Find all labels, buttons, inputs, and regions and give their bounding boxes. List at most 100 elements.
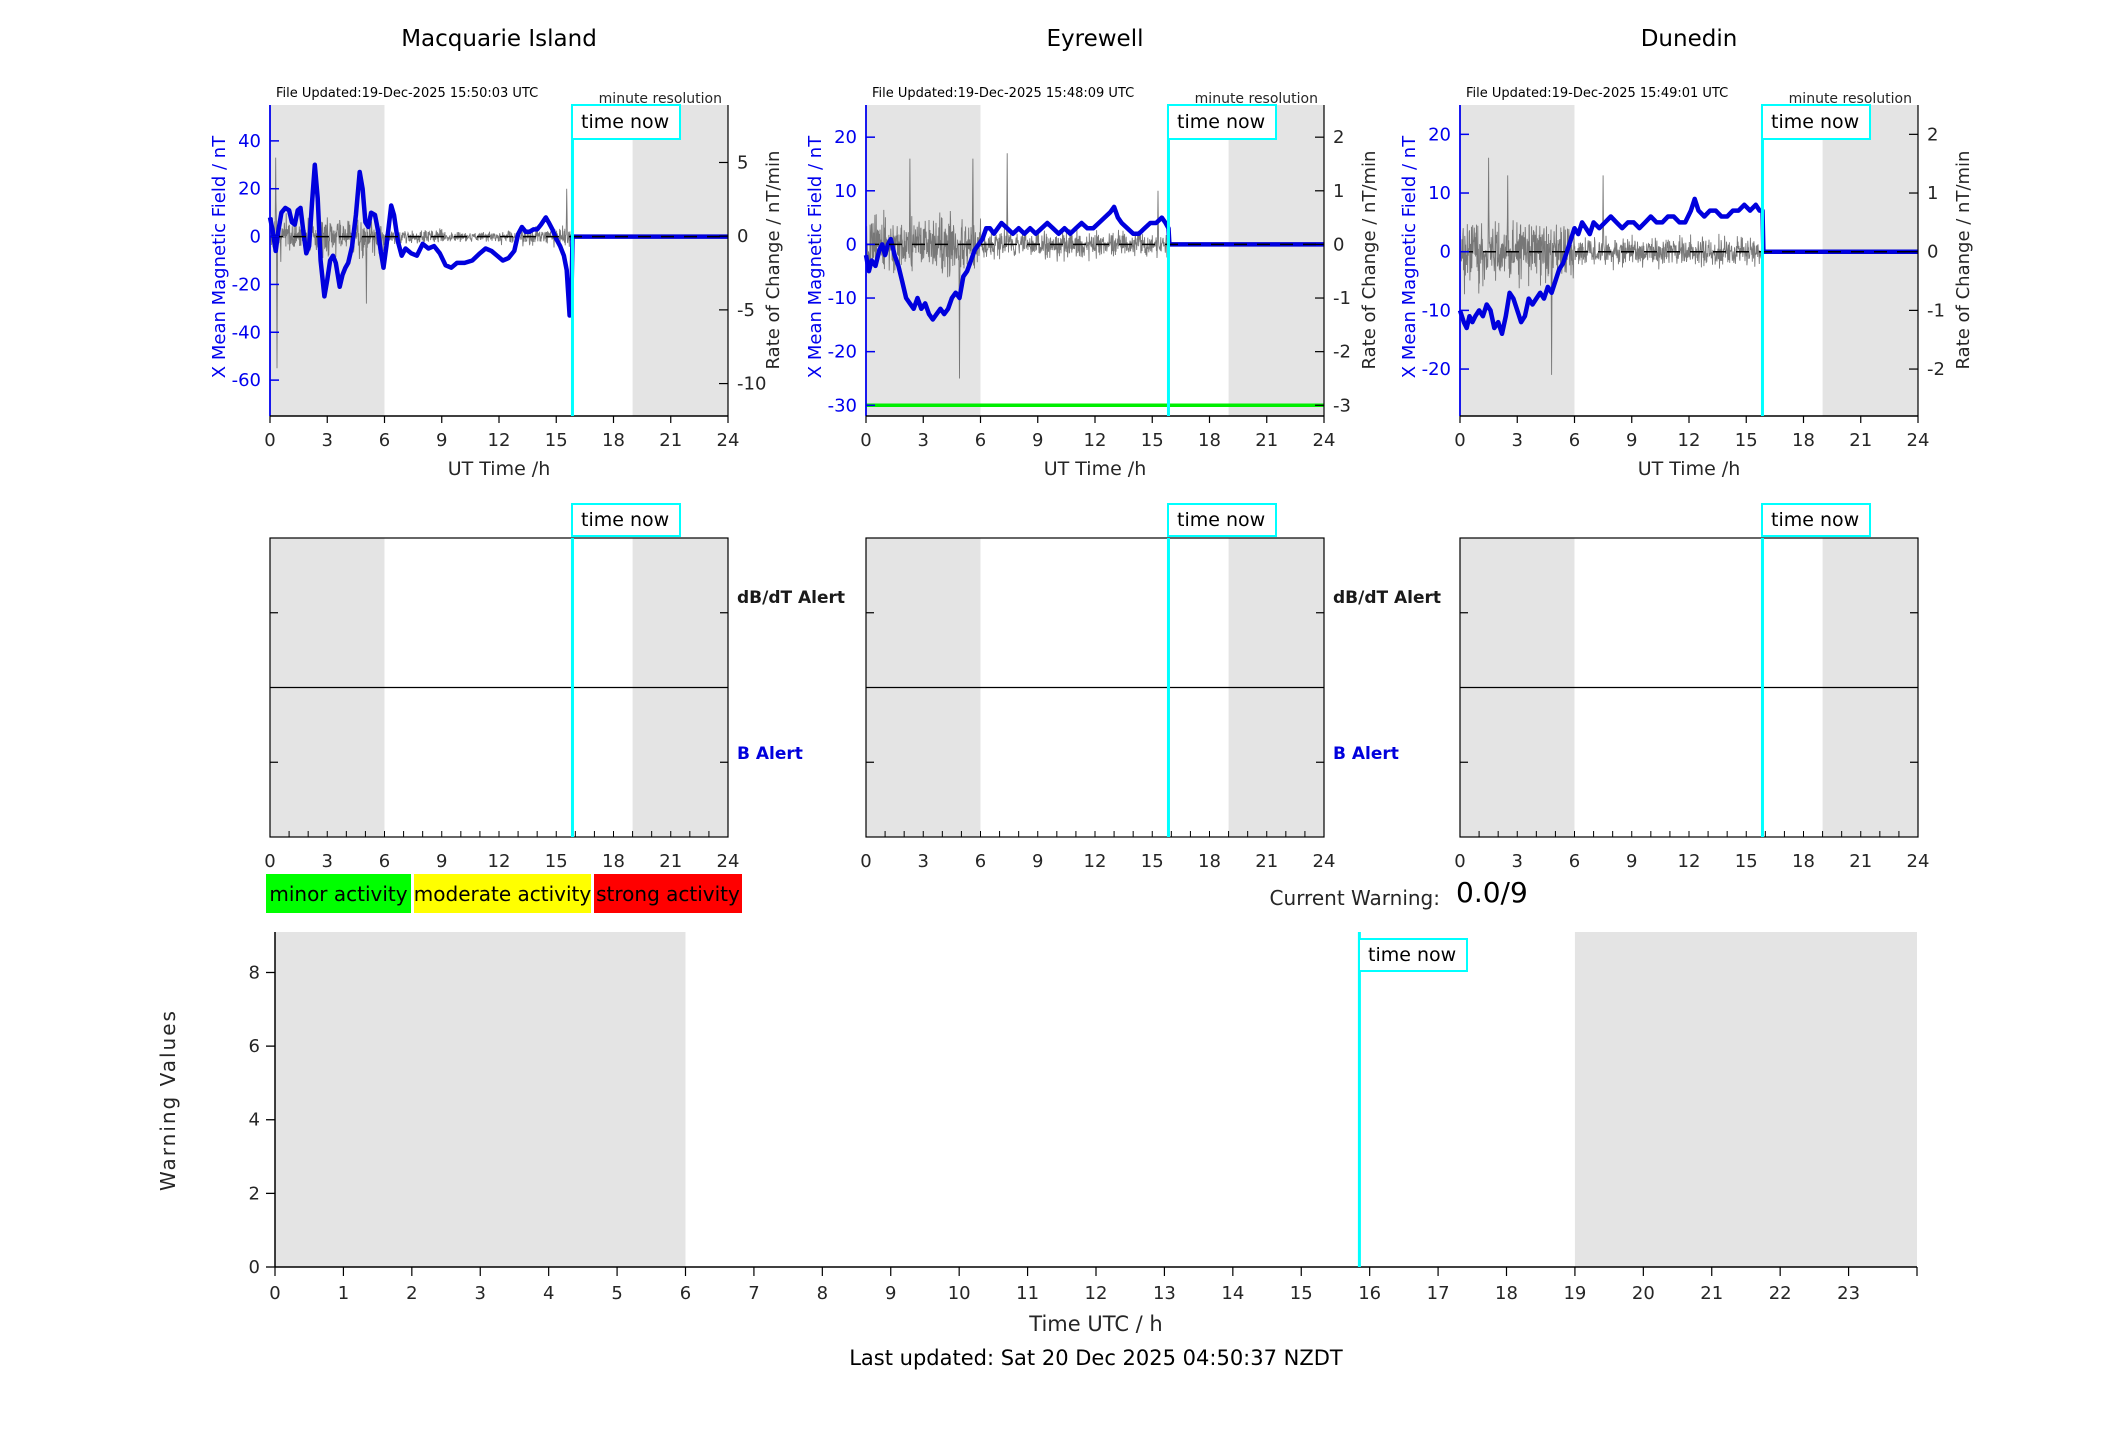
warning-x-tick-label: 9: [885, 1283, 896, 1304]
resolution-label-eyrewell: minute resolution: [1194, 91, 1318, 107]
y-tick-label-left: 20: [238, 179, 261, 200]
rate-of-change-series: [865, 153, 1169, 379]
file-updated-macquarie: File Updated:19-Dec-2025 15:50:03 UTC: [276, 86, 539, 101]
alert-x-tick-label: 0: [860, 851, 871, 872]
alert-x-tick-label: 3: [1512, 851, 1523, 872]
mean-field-series: [267, 162, 728, 318]
alert-x-tick-label: 6: [379, 851, 390, 872]
x-tick-label: 18: [1198, 430, 1221, 451]
warning-x-tick-label: 14: [1221, 1283, 1244, 1304]
y-tick-label-left: 0: [1440, 242, 1451, 263]
warning-y-tick-label: 4: [249, 1110, 260, 1131]
y-tick-label-right: 2: [1333, 127, 1344, 148]
warning-x-tick-label: 20: [1632, 1283, 1655, 1304]
night-band: [866, 105, 981, 416]
x-tick-label: 21: [1255, 430, 1278, 451]
x-tick-label: 15: [1735, 430, 1758, 451]
y-tick-label-left: 20: [1428, 124, 1451, 145]
alert-x-tick-label: 12: [1678, 851, 1701, 872]
alert-x-tick-label: 15: [1141, 851, 1164, 872]
alert-x-tick-label: 6: [975, 851, 986, 872]
alert-x-tick-label: 3: [322, 851, 333, 872]
x-tick-label: 0: [1454, 430, 1465, 451]
alert-x-tick-label: 0: [264, 851, 275, 872]
time-now-box-warning-chart: time now: [1358, 938, 1468, 972]
alert-x-tick-label: 21: [1849, 851, 1872, 872]
alert-x-tick-label: 18: [1792, 851, 1815, 872]
warning-x-tick-label: 23: [1837, 1283, 1860, 1304]
y-tick-label-right: -5: [737, 300, 755, 321]
warning-x-tick-label: 8: [817, 1283, 828, 1304]
x-tick-label: 12: [1678, 430, 1701, 451]
y-tick-label-left: 20: [834, 127, 857, 148]
chart-title-dunedin: Dunedin: [1640, 26, 1738, 52]
y-axis-label-left-eyrewell: X Mean Magnetic Field / nT: [805, 135, 826, 379]
x-tick-label: 21: [1849, 430, 1872, 451]
mean-field-series: [863, 204, 1324, 322]
x-tick-label: 18: [1792, 430, 1815, 451]
x-axis-label-macquarie: UT Time /h: [447, 458, 551, 480]
y-tick-label-right: -1: [1333, 288, 1351, 309]
x-tick-label: 9: [436, 430, 447, 451]
warning-y-tick-label: 2: [249, 1183, 260, 1204]
night-band: [270, 105, 385, 416]
y-axis-label-left-dunedin: X Mean Magnetic Field / nT: [1399, 135, 1420, 379]
resolution-label-dunedin: minute resolution: [1788, 91, 1912, 107]
x-tick-label: 15: [545, 430, 568, 451]
x-tick-label: 6: [1569, 430, 1580, 451]
warning-x-tick-label: 17: [1427, 1283, 1450, 1304]
y-axis-label-right-dunedin: Rate of Change / nT/min: [1953, 150, 1974, 370]
warning-x-tick-label: 19: [1563, 1283, 1586, 1304]
x-tick-label: 3: [322, 430, 333, 451]
time-now-box-alert-dunedin: time now: [1761, 503, 1871, 537]
warning-x-tick-label: 15: [1290, 1283, 1313, 1304]
x-tick-label: 12: [1084, 430, 1107, 451]
warning-x-tick-label: 0: [269, 1283, 280, 1304]
warning-x-tick-label: 10: [948, 1283, 971, 1304]
mean-field-series: [1457, 196, 1918, 337]
alert-x-tick-label: 24: [1907, 851, 1930, 872]
y-tick-label-right: -1: [1927, 300, 1945, 321]
x-axis-label-dunedin: UT Time /h: [1637, 458, 1741, 480]
x-tick-label: 6: [379, 430, 390, 451]
night-band: [632, 105, 728, 416]
x-tick-label: 0: [860, 430, 871, 451]
x-tick-label: 0: [264, 430, 275, 451]
y-tick-label-left: -60: [232, 370, 261, 391]
chart-title-eyrewell: Eyrewell: [1046, 26, 1144, 52]
alert-x-tick-label: 21: [1255, 851, 1278, 872]
warning-x-tick-label: 18: [1495, 1283, 1518, 1304]
x-tick-label: 24: [1313, 430, 1336, 451]
file-updated-eyrewell: File Updated:19-Dec-2025 15:48:09 UTC: [872, 86, 1135, 101]
dbdt-alert-label-1: dB/dT Alert: [737, 588, 846, 608]
x-tick-label: 6: [975, 430, 986, 451]
alert-x-tick-label: 21: [659, 851, 682, 872]
current-warning-value: 0.0/9: [1456, 876, 1528, 909]
warning-x-tick-label: 12: [1085, 1283, 1108, 1304]
y-tick-label-right: -10: [737, 374, 766, 395]
current-warning-label: Current Warning:: [1269, 886, 1440, 910]
warning-values-axis-label: Warning Values: [156, 1009, 180, 1191]
warning-y-tick-label: 8: [249, 962, 260, 983]
rate-of-change-series: [1459, 157, 1763, 375]
warning-y-tick-label: 0: [249, 1257, 260, 1278]
x-tick-label: 3: [1512, 430, 1523, 451]
y-tick-label-right: 1: [1927, 183, 1938, 204]
y-tick-label-left: 40: [238, 131, 261, 152]
x-tick-label: 9: [1032, 430, 1043, 451]
warning-x-tick-label: 11: [1016, 1283, 1039, 1304]
x-tick-label: 24: [1907, 430, 1930, 451]
y-tick-label-right: 0: [1927, 242, 1938, 263]
x-tick-label: 3: [918, 430, 929, 451]
night-band: [1822, 105, 1918, 416]
y-tick-label-right: 0: [1333, 234, 1344, 255]
time-utc-axis-label: Time UTC / h: [1029, 1312, 1163, 1336]
legend-strong-activity: strong activity: [594, 874, 742, 913]
night-band: [1228, 105, 1324, 416]
time-now-box-alert-eyrewell: time now: [1167, 503, 1277, 537]
alert-x-tick-label: 24: [717, 851, 740, 872]
x-tick-label: 18: [602, 430, 625, 451]
warning-x-tick-label: 7: [748, 1283, 759, 1304]
